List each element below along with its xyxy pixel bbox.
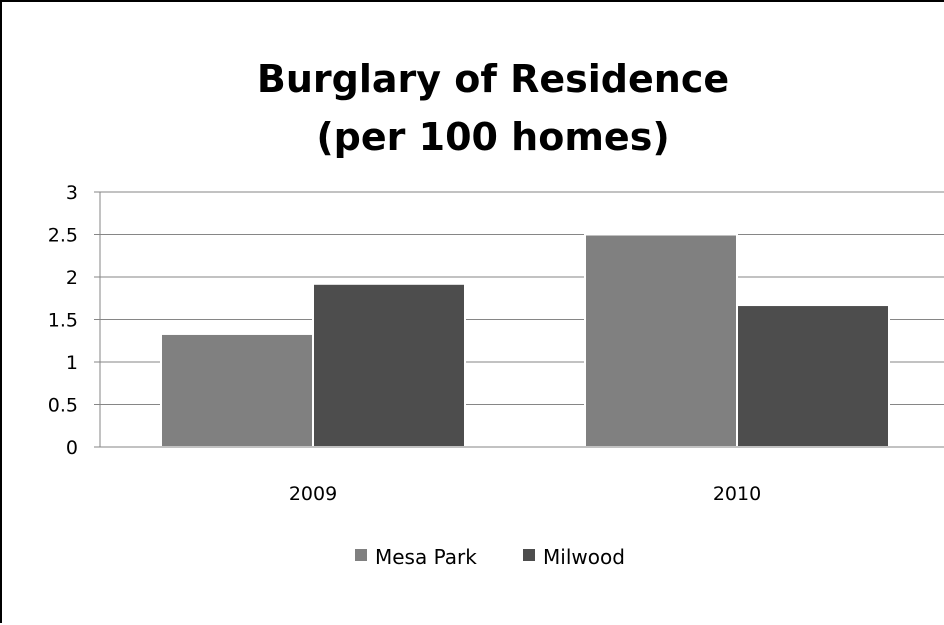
- legend-swatch: [355, 549, 367, 561]
- chart-title-line-2: (per 100 homes): [316, 115, 669, 159]
- bars: [160, 233, 890, 449]
- legend-swatch: [523, 549, 535, 561]
- bar: [736, 304, 890, 448]
- legend: Mesa Park Milwood: [355, 545, 625, 569]
- y-axis-ticks: 0 0.5 1 1.5 2 2.5 3: [48, 182, 78, 459]
- y-tick-label: 1: [66, 352, 78, 374]
- legend-label: Mesa Park: [375, 545, 477, 569]
- bar: [584, 233, 738, 448]
- x-category-label: 2009: [289, 483, 337, 505]
- y-tick-label: 2: [66, 267, 78, 289]
- y-tick-label: 0.5: [48, 395, 78, 417]
- bar: [312, 282, 466, 448]
- chart-title-line-1: Burglary of Residence: [257, 57, 729, 101]
- bar: [160, 332, 314, 449]
- y-tick-label: 3: [66, 182, 78, 204]
- x-axis-categories: 2009 2010: [289, 483, 761, 505]
- legend-label: Milwood: [543, 545, 625, 569]
- y-tick-label: 2.5: [48, 225, 78, 247]
- y-tick-label: 0: [66, 437, 78, 459]
- y-tick-label: 1.5: [48, 310, 78, 332]
- x-category-label: 2010: [713, 483, 761, 505]
